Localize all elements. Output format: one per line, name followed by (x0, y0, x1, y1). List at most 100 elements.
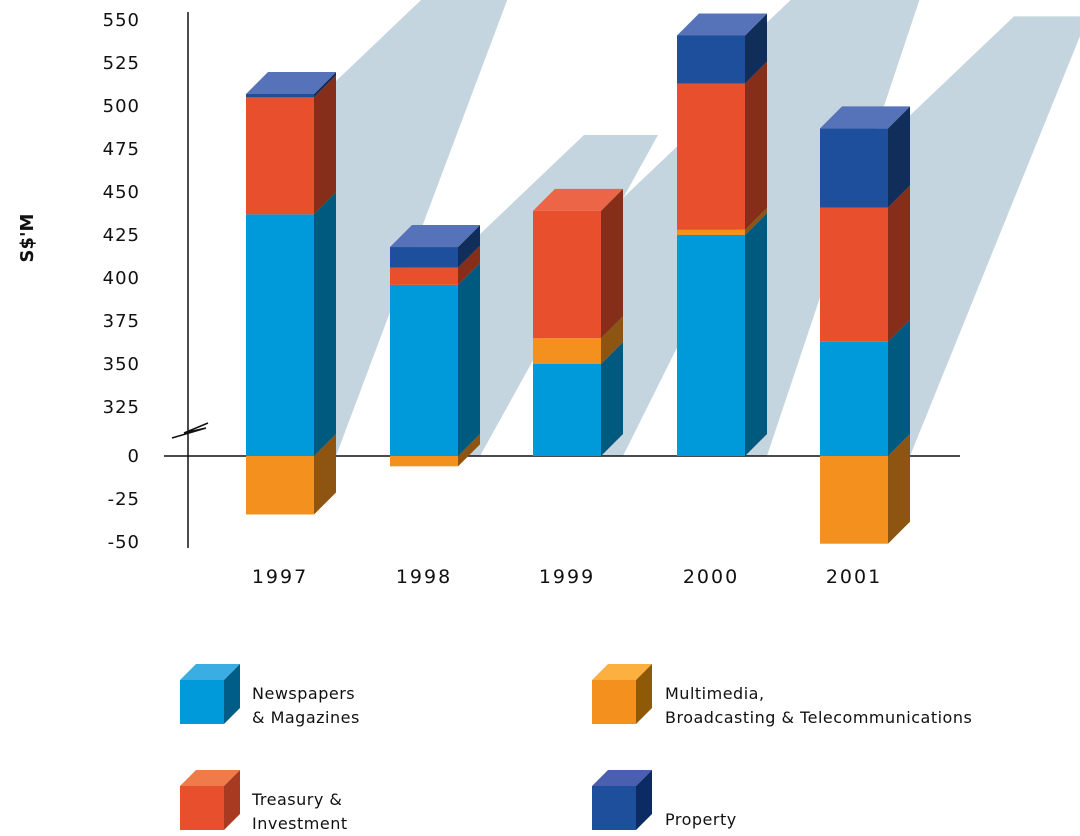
legend-multimedia-line2: Broadcasting & Telecommunications (665, 708, 973, 727)
bar-segment-front (820, 456, 888, 544)
bar-segment (390, 225, 480, 268)
bar-segment-side (314, 75, 336, 215)
bar-segment-side (888, 319, 910, 456)
bar-segment-front (533, 338, 601, 364)
bar-segment-side (601, 316, 623, 364)
bar-top-face (820, 106, 910, 129)
bar-top-face (246, 71, 336, 94)
bar-segment (246, 71, 336, 98)
bar-segment-front (533, 210, 601, 339)
bar-segment (677, 207, 767, 235)
bar-segment (820, 106, 910, 208)
bar-segment-front (390, 284, 458, 456)
y-tick-label: 325 (103, 397, 140, 418)
bar-segment-side (745, 207, 767, 235)
bars (246, 13, 910, 544)
y-tick-label: 450 (103, 182, 140, 203)
bar-segment-front (677, 229, 745, 235)
bar-segment-side (458, 262, 480, 456)
bar-top-face (390, 225, 480, 248)
bar-segment-front (390, 267, 458, 285)
legend-newspapers-line2: & Magazines (252, 708, 360, 727)
bar-top-face (677, 13, 767, 36)
bar-segment (533, 316, 623, 364)
legend-treasury-line1: Treasury & (252, 790, 343, 809)
y-tick-label: 375 (103, 311, 140, 332)
legend-swatch-multimedia (592, 664, 652, 724)
bar-segment (820, 319, 910, 456)
bar-segment-side (314, 434, 336, 515)
bar-segment-front (677, 35, 745, 84)
bar-segment (533, 188, 623, 339)
bar-segment-side (314, 71, 336, 98)
bar-segment-side (888, 185, 910, 342)
category-label: 2000 (683, 566, 739, 588)
bar-segment (677, 61, 767, 230)
bar-segment-front (533, 364, 601, 456)
bar-segment-side (745, 61, 767, 230)
y-tick-label: 0 (128, 446, 140, 467)
bar-segment-side (745, 13, 767, 84)
legend-label-newspapers: Newspapers & Magazines (252, 682, 360, 730)
bar-segment-front (390, 456, 458, 467)
bar-segment (246, 434, 336, 515)
bar-segment-side (314, 192, 336, 457)
bar-segment-front (246, 93, 314, 98)
bar-segment-front (820, 128, 888, 208)
bar-segment (246, 75, 336, 215)
legend-label-property: Property (665, 808, 737, 832)
bar-segment-front (820, 341, 888, 456)
legend-label-multimedia: Multimedia, Broadcasting & Telecommunica… (665, 682, 972, 730)
bar-segment-side (601, 342, 623, 456)
category-label: 1997 (252, 566, 308, 588)
bar-shadow (888, 16, 1080, 456)
y-tick-label: 400 (103, 268, 140, 289)
y-tick-label: -25 (108, 489, 140, 510)
y-tick-labels: 550 525 500 475 450 425 400 375 350 325 0 -25 -50 (103, 10, 140, 553)
legend-property-line1: Property (665, 810, 737, 829)
bar-segment-front (820, 207, 888, 342)
bar-segment-side (888, 434, 910, 544)
y-tick-label: 350 (103, 354, 140, 375)
y-tick-label: -50 (108, 532, 140, 553)
bar-segment-front (677, 83, 745, 230)
bar-segment-side (458, 245, 480, 285)
bar-segment (677, 213, 767, 456)
y-tick-label: 475 (103, 139, 140, 160)
bar-segment (820, 185, 910, 342)
legend-multimedia-line1: Multimedia, (665, 684, 765, 703)
y-axis-title: S$'M (17, 214, 38, 263)
bar-top-face (533, 188, 623, 211)
legend-treasury-line2: Investment (252, 814, 348, 833)
legend-newspapers-line1: Newspapers (252, 684, 356, 703)
legend-swatch-newspapers (180, 664, 240, 724)
bar-segment (390, 434, 480, 467)
y-tick-label: 425 (103, 225, 140, 246)
bar-segment-front (390, 247, 458, 268)
category-label: 1999 (539, 566, 595, 588)
bar-segment-front (677, 235, 745, 456)
bar-segment-side (458, 225, 480, 268)
bar-segment-side (458, 434, 480, 467)
bar-segment-front (246, 214, 314, 456)
y-tick-label: 500 (103, 96, 140, 117)
legend-label-treasury: Treasury & Investment (252, 788, 348, 836)
category-label: 1998 (396, 566, 452, 588)
y-tick-label: 525 (103, 53, 140, 74)
bar-segment-front (246, 456, 314, 515)
bar-segment (533, 342, 623, 456)
axis-break-mark (171, 422, 209, 439)
category-label: 2001 (826, 566, 882, 588)
category-labels: 1997 1998 1999 2000 2001 (252, 566, 882, 588)
bar-segment (820, 434, 910, 544)
bar-segment (246, 192, 336, 457)
bar-segment-side (601, 188, 623, 339)
stacked-bar-chart: 550 525 500 475 450 425 400 375 350 325 0 -25 -50 S$… (17, 0, 1080, 588)
y-tick-label: 550 (103, 10, 140, 31)
bar-segment-side (888, 106, 910, 208)
legend-swatch-treasury (180, 770, 240, 830)
legend-swatch-property (592, 770, 652, 830)
bar-segment (390, 262, 480, 456)
bar-segment-front (246, 97, 314, 215)
bar-segment (390, 245, 480, 285)
